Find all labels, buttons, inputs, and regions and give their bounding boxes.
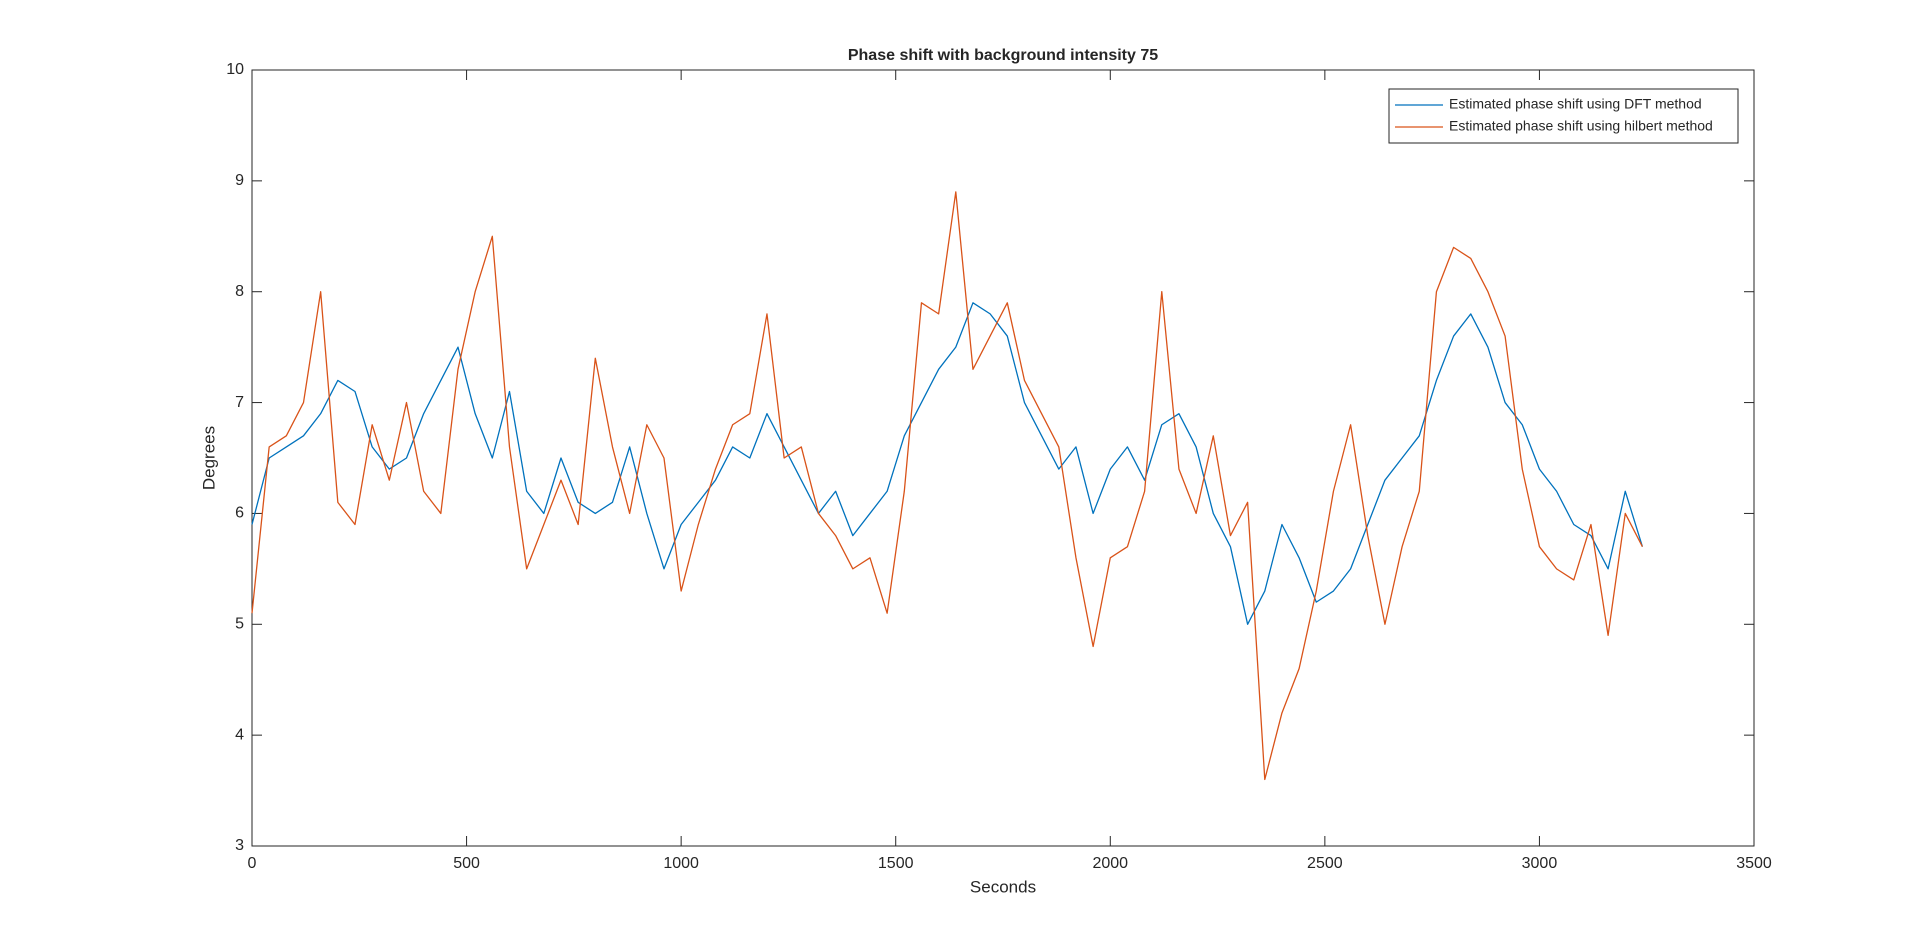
y-tick-label: 7: [235, 394, 244, 411]
series-line: [251, 302, 1644, 625]
legend-box: [1388, 88, 1739, 144]
x-tick-label: 2500: [1307, 855, 1343, 872]
y-tick-label: 5: [235, 616, 244, 633]
x-tick-label: 500: [453, 855, 480, 872]
y-tick-label: 10: [226, 61, 244, 78]
x-tick-label: 0: [248, 855, 257, 872]
y-axis-label: Degrees: [199, 426, 218, 490]
series-line: [251, 191, 1643, 781]
y-tick-label: 6: [235, 505, 244, 522]
legend-label: Estimated phase shift using DFT method: [1449, 96, 1702, 112]
y-tick-label: 4: [235, 726, 244, 743]
x-tick-label: 2000: [1092, 855, 1128, 872]
x-tick-label: 1000: [663, 855, 699, 872]
x-tick-label: 1500: [878, 855, 914, 872]
y-tick-label: 9: [235, 172, 244, 189]
x-tick-label: 3500: [1736, 855, 1772, 872]
y-tick-label: 8: [235, 283, 244, 300]
x-axis-label: Seconds: [970, 877, 1036, 896]
x-tick-label: 3000: [1522, 855, 1558, 872]
plot-area: [251, 69, 1755, 847]
y-tick-label: 3: [235, 837, 244, 854]
legend-label: Estimated phase shift using hilbert meth…: [1449, 118, 1713, 134]
chart-title: Phase shift with background intensity 75: [848, 47, 1158, 64]
